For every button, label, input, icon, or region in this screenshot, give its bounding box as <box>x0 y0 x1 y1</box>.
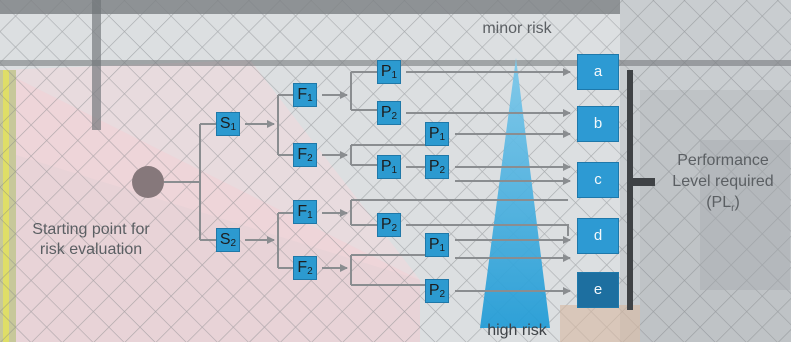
possibility-node-p1-b: P1 <box>425 122 449 146</box>
possibility-node-p2-b: P2 <box>377 101 401 125</box>
frequency-node-f2-top: F2 <box>293 143 317 167</box>
severity-node-s1: S1 <box>216 112 240 136</box>
performance-level-label: Performance Level required (PLr) <box>655 150 791 215</box>
starting-point-line-1: Starting point for <box>32 221 150 238</box>
starting-point-label: Starting point for risk evaluation <box>6 220 176 260</box>
pl-level-c: c <box>577 162 619 198</box>
pl-level-a: a <box>577 54 619 90</box>
pl-level-e: e <box>577 272 619 308</box>
pl-bracket <box>627 70 633 310</box>
risk-triangle <box>480 58 550 328</box>
possibility-node-p1-d: P1 <box>425 233 449 257</box>
frequency-node-f1-top: F1 <box>293 83 317 107</box>
high-risk-label: high risk <box>487 322 547 339</box>
possibility-node-p2-c: P2 <box>425 155 449 179</box>
frequency-node-f1-bottom: F1 <box>293 200 317 224</box>
possibility-node-p2-e: P2 <box>425 279 449 303</box>
pl-line-2: Level required <box>672 173 774 190</box>
starting-point-line-2: risk evaluation <box>39 241 143 258</box>
possibility-node-p1-a: P1 <box>377 60 401 84</box>
possibility-node-p1-c: P1 <box>377 155 401 179</box>
pl-level-b: b <box>577 106 619 142</box>
severity-node-s2: S2 <box>216 228 240 252</box>
pl-line-3: (PLr) <box>706 194 740 215</box>
starting-point-circle <box>132 166 164 198</box>
frequency-node-f2-bottom: F2 <box>293 256 317 280</box>
minor-risk-label: minor risk <box>482 20 552 37</box>
pl-line-1: Performance <box>677 152 769 169</box>
pl-level-d: d <box>577 218 619 254</box>
possibility-node-p2-d: P2 <box>377 213 401 237</box>
